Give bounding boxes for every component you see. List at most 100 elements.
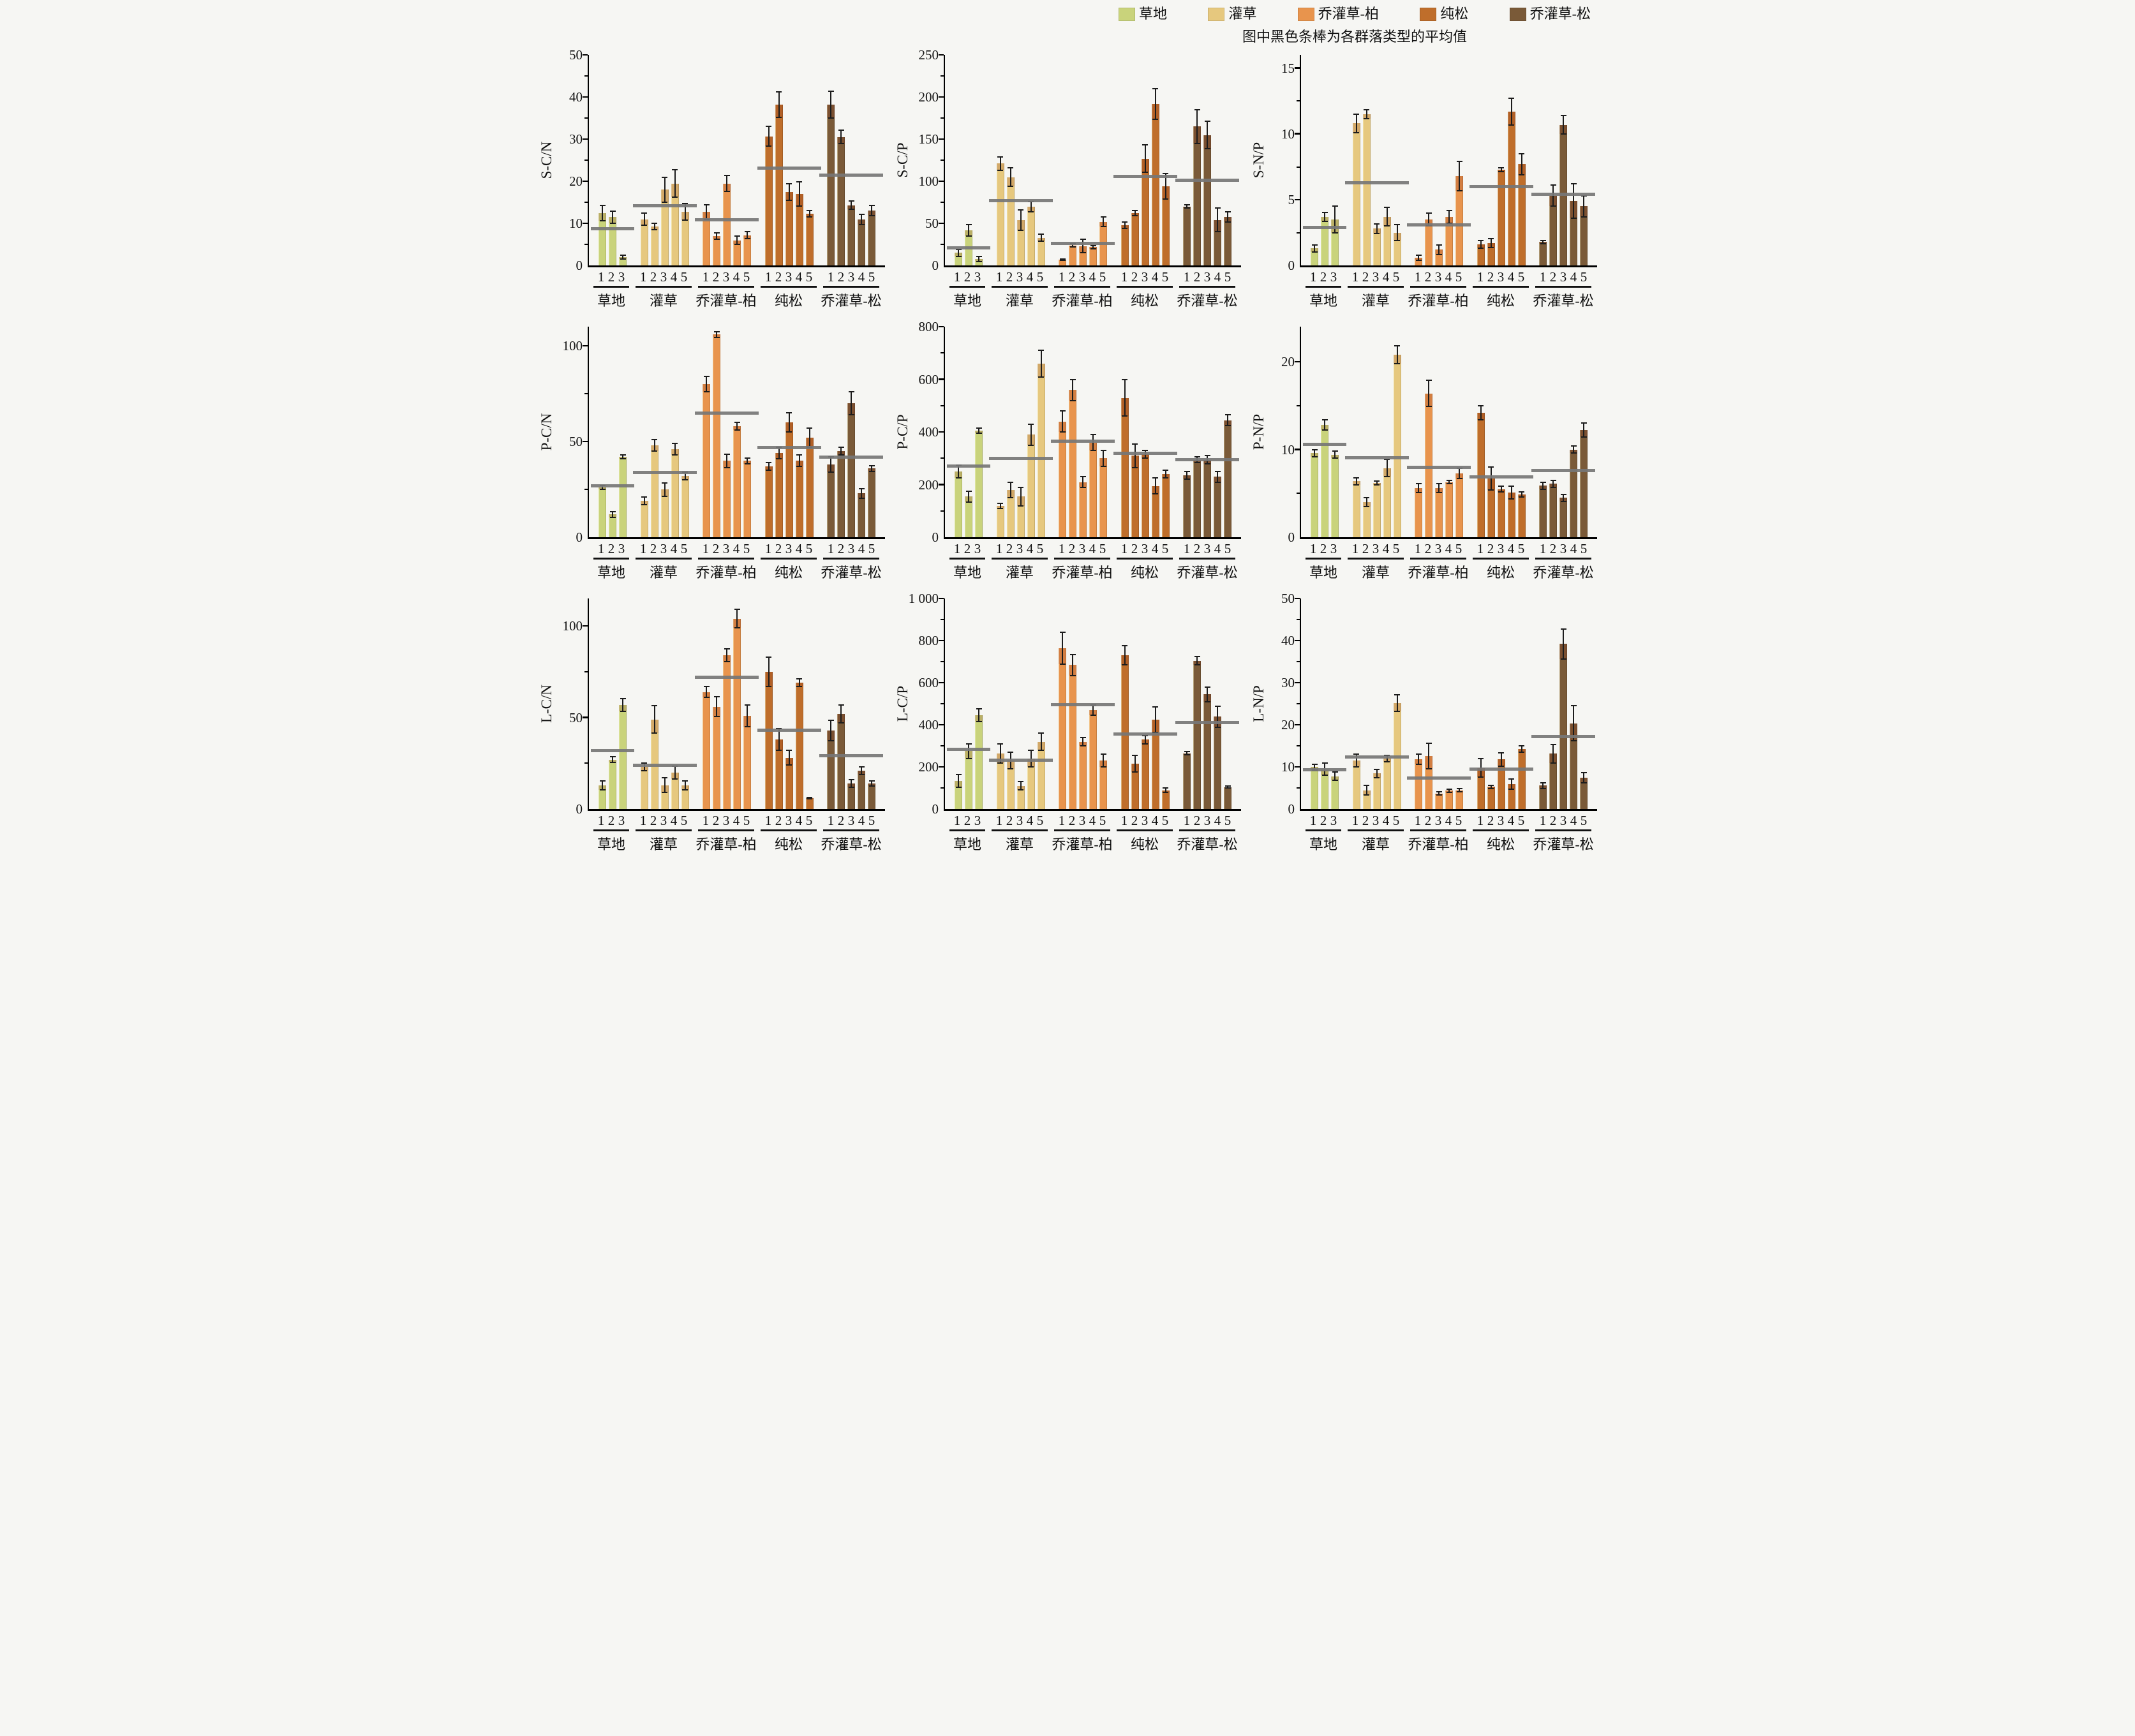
error-bar-cap-top xyxy=(786,182,792,184)
group-mean-line xyxy=(1407,223,1471,226)
group-mean-line xyxy=(591,484,634,487)
bar xyxy=(1037,234,1045,266)
error-bar-cap-top xyxy=(858,487,865,489)
chart-L-C/P: L-C/P 0 200 400 600 800 1 000 1 2 3 1 2 3 4 5 1 2 3 4 5 1 2 3 4… xyxy=(894,591,1241,854)
error-bar-cap-bottom xyxy=(766,685,771,687)
error-bar-cap-bottom xyxy=(1456,189,1462,191)
y-axis-labels: 0 10 20 30 40 50 xyxy=(556,47,588,273)
bar-index-label: 4 xyxy=(1151,269,1159,285)
error-bar-cap-top xyxy=(786,750,792,752)
bar-index-label: 1 xyxy=(702,813,710,829)
error-bar-cap-top xyxy=(838,704,844,706)
bar-index-label: 4 xyxy=(1026,541,1034,557)
error-bar-cap-bottom xyxy=(1142,457,1148,459)
y-tick-label: 50 xyxy=(1281,591,1295,607)
error-bar-line xyxy=(861,488,862,498)
bar xyxy=(1214,207,1221,266)
error-bar-cap-bottom xyxy=(1100,766,1106,768)
error-bar-cap-top xyxy=(1425,212,1432,214)
error-bar-cap-bottom xyxy=(1038,376,1044,378)
error-bar-line xyxy=(736,422,738,431)
bar xyxy=(1517,152,1526,266)
bar-index-label: 1 xyxy=(827,813,835,829)
error-bar-line xyxy=(1480,405,1482,420)
error-bar-line xyxy=(1365,109,1367,119)
bar xyxy=(1425,743,1432,810)
error-bar-line xyxy=(1144,145,1146,172)
bar xyxy=(1027,423,1035,538)
y-tick-label: 200 xyxy=(918,759,939,775)
bar-group xyxy=(1531,115,1595,266)
bar xyxy=(1161,470,1170,538)
error-bar-cap-bottom xyxy=(858,773,865,775)
bar-index-label: 4 xyxy=(1089,541,1096,557)
group-label: 乔灌草-柏 xyxy=(696,293,757,309)
y-tick-minor xyxy=(1296,661,1300,663)
bar xyxy=(827,90,835,266)
error-bar-cap-top xyxy=(1540,481,1546,483)
error-bar-line xyxy=(653,706,655,734)
error-bar-line xyxy=(851,201,852,210)
error-bar-cap-top xyxy=(1415,254,1422,256)
group-label: 纯松 xyxy=(774,293,803,309)
error-bar-cap-top xyxy=(1214,207,1221,209)
y-tick-minor xyxy=(1296,232,1300,234)
bar-group xyxy=(1344,108,1409,266)
y-tick-label: 0 xyxy=(576,258,583,274)
error-bar-cap-top xyxy=(1100,753,1106,755)
error-bar-cap-top xyxy=(1080,239,1086,241)
bar-index-label: 5 xyxy=(805,541,813,557)
bar xyxy=(599,204,606,266)
error-bar-cap-bottom xyxy=(796,685,802,687)
error-bar-cap-top xyxy=(1224,211,1231,212)
error-bar-line xyxy=(840,130,842,144)
group-mean-line xyxy=(1344,456,1409,459)
y-tick-label: 150 xyxy=(918,131,939,147)
error-bar-cap-bottom xyxy=(807,216,812,218)
error-bar-line xyxy=(830,720,831,741)
bar-index-label: 1 xyxy=(995,269,1003,285)
y-axis-title: S-N/P xyxy=(1251,142,1267,179)
bar-index-label: 3 xyxy=(1141,541,1149,557)
group-mean-line xyxy=(1531,193,1595,197)
bar-index-label: 5 xyxy=(1392,541,1400,557)
figure-panel: 草地 灌草 乔灌草-柏 纯松 乔灌草-松 图中黑色条棒为各群落类型的平均值 S-C/N 0… xyxy=(532,0,1603,869)
bar-index-label: 2 xyxy=(775,813,782,829)
error-bar-cap-bottom xyxy=(1038,240,1044,242)
error-bar-cap-top xyxy=(1519,491,1524,493)
bar xyxy=(1224,785,1231,810)
bar-group xyxy=(1175,655,1239,810)
bar xyxy=(1487,466,1495,538)
error-bar-cap-top xyxy=(1478,758,1484,759)
error-bar-cap-bottom xyxy=(599,489,606,491)
error-bar-line xyxy=(1376,769,1378,778)
bar-index-label: 5 xyxy=(1455,813,1462,829)
bar-index-label: 5 xyxy=(1580,813,1588,829)
bar-index-label: 3 xyxy=(660,813,667,829)
y-tick-minor xyxy=(940,619,944,621)
error-bar-cap-top xyxy=(1059,410,1066,412)
error-bar-line xyxy=(602,780,603,790)
error-bar-line xyxy=(1521,153,1522,175)
error-bar-cap-bottom xyxy=(1550,205,1556,207)
bar xyxy=(660,176,669,266)
bar-index-label: 4 xyxy=(1445,813,1452,829)
bar-index-label: 1 xyxy=(1477,269,1484,285)
error-bar-cap-top xyxy=(682,780,688,782)
y-tick-minor xyxy=(584,160,588,161)
y-tick-label: 50 xyxy=(569,709,583,725)
group-mean-line xyxy=(632,204,697,207)
error-bar-cap-bottom xyxy=(1184,754,1190,756)
bar xyxy=(1383,755,1391,810)
bar xyxy=(1131,443,1139,538)
error-bar-cap-top xyxy=(1519,152,1524,154)
bar xyxy=(1487,237,1495,266)
bar xyxy=(733,235,741,266)
bar-index-label: 1 xyxy=(1309,813,1317,829)
chart-L-C/N: L-C/N 0 50 100 1 2 3 1 2 3 4 5 1 2 3 4 5 1 2 3 4 5 1 2 3 4 5 草地 灌草 乔灌… xyxy=(538,598,885,854)
y-axis-title-box: S-C/N xyxy=(538,55,556,265)
error-bar-cap-top xyxy=(776,727,782,729)
y-tick-major xyxy=(582,625,588,627)
